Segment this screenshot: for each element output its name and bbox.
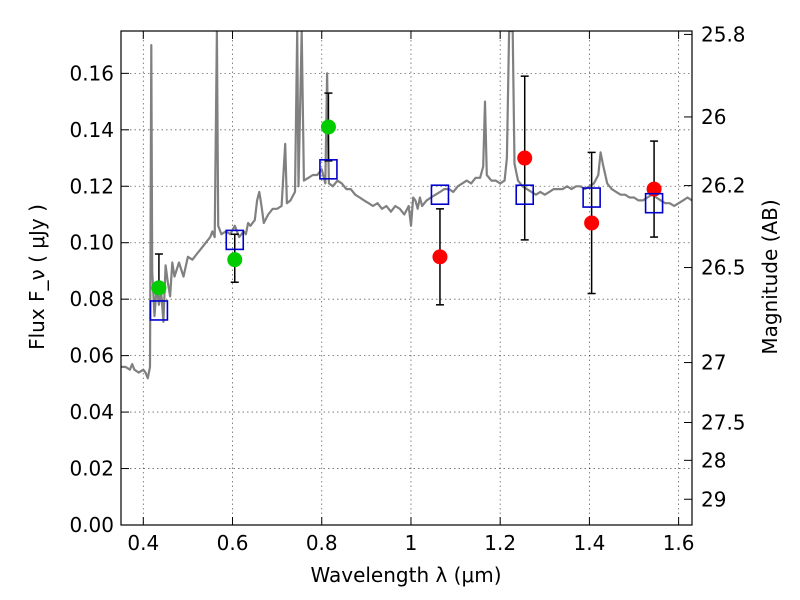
- observed-point: [646, 181, 662, 197]
- y-tick-label: 0.12: [69, 174, 114, 198]
- magnitude-tick-label: 29: [701, 487, 726, 511]
- y-tick-label: 0.06: [69, 344, 114, 368]
- magnitude-tick-label: 25.8: [701, 22, 746, 46]
- axes: [120, 30, 693, 526]
- observed-point: [584, 215, 600, 231]
- x-tick-label: 0.8: [306, 531, 338, 555]
- y-tick-label: 0.16: [69, 61, 114, 85]
- magnitude-axis-title: Magnitude (AB): [758, 199, 782, 354]
- spectrum-line: [121, 31, 692, 380]
- y-tick-label: 0.08: [69, 287, 114, 311]
- y-tick-labels: 0.00 0.02 0.04 0.06 0.08 0.10 0.12 0.14 0.16: [69, 61, 114, 537]
- x-tick-labels: 0.4 0.6 0.8 1 1.2 1.4 1.6: [127, 531, 694, 555]
- model-box: [149, 300, 169, 321]
- magnitude-tick-label: 26: [701, 105, 726, 129]
- observed-point: [432, 249, 448, 265]
- model-box: [582, 187, 601, 208]
- spectrum-series: [121, 31, 692, 380]
- observed-point: [227, 252, 243, 268]
- observed-points: [151, 119, 662, 296]
- magnitude-tick-label: 27.5: [701, 411, 746, 435]
- model-boxes: [149, 159, 664, 321]
- x-tick-label: 1.4: [573, 531, 605, 555]
- x-axis-title: Wavelength λ (μm): [310, 563, 501, 587]
- y-axis-title: Flux F_ν ( μJy ): [25, 204, 49, 350]
- magnitude-tick-label: 28: [701, 448, 726, 472]
- y-tick-label: 0.04: [69, 400, 114, 424]
- y-tick-label: 0.14: [69, 118, 114, 142]
- magnitude-tick-label: 27: [701, 351, 726, 375]
- x-tick-label: 1.2: [484, 531, 516, 555]
- magnitude-tick-label: 26.5: [701, 256, 746, 280]
- observed-point: [151, 280, 167, 296]
- observed-point: [320, 119, 336, 135]
- model-box: [515, 184, 535, 206]
- y-tick-label: 0.00: [69, 513, 114, 537]
- x-tick-label: 0.6: [217, 531, 249, 555]
- model-box: [319, 159, 338, 180]
- observed-point: [517, 150, 533, 166]
- model-box: [225, 229, 245, 251]
- x-tick-label: 1.6: [663, 531, 695, 555]
- x-tick-label: 0.4: [127, 531, 159, 555]
- y-tick-label: 0.02: [69, 457, 114, 481]
- plot-frame: [120, 30, 693, 526]
- model-box: [430, 184, 450, 206]
- y-tick-label: 0.10: [69, 231, 114, 255]
- model-box: [644, 192, 664, 214]
- magnitude-tick-labels: 25.8 26 26.2 26.5 27 27.5 28 29: [701, 22, 746, 511]
- magnitude-tick-label: 26.2: [701, 174, 746, 198]
- x-tick-label: 1: [405, 531, 418, 555]
